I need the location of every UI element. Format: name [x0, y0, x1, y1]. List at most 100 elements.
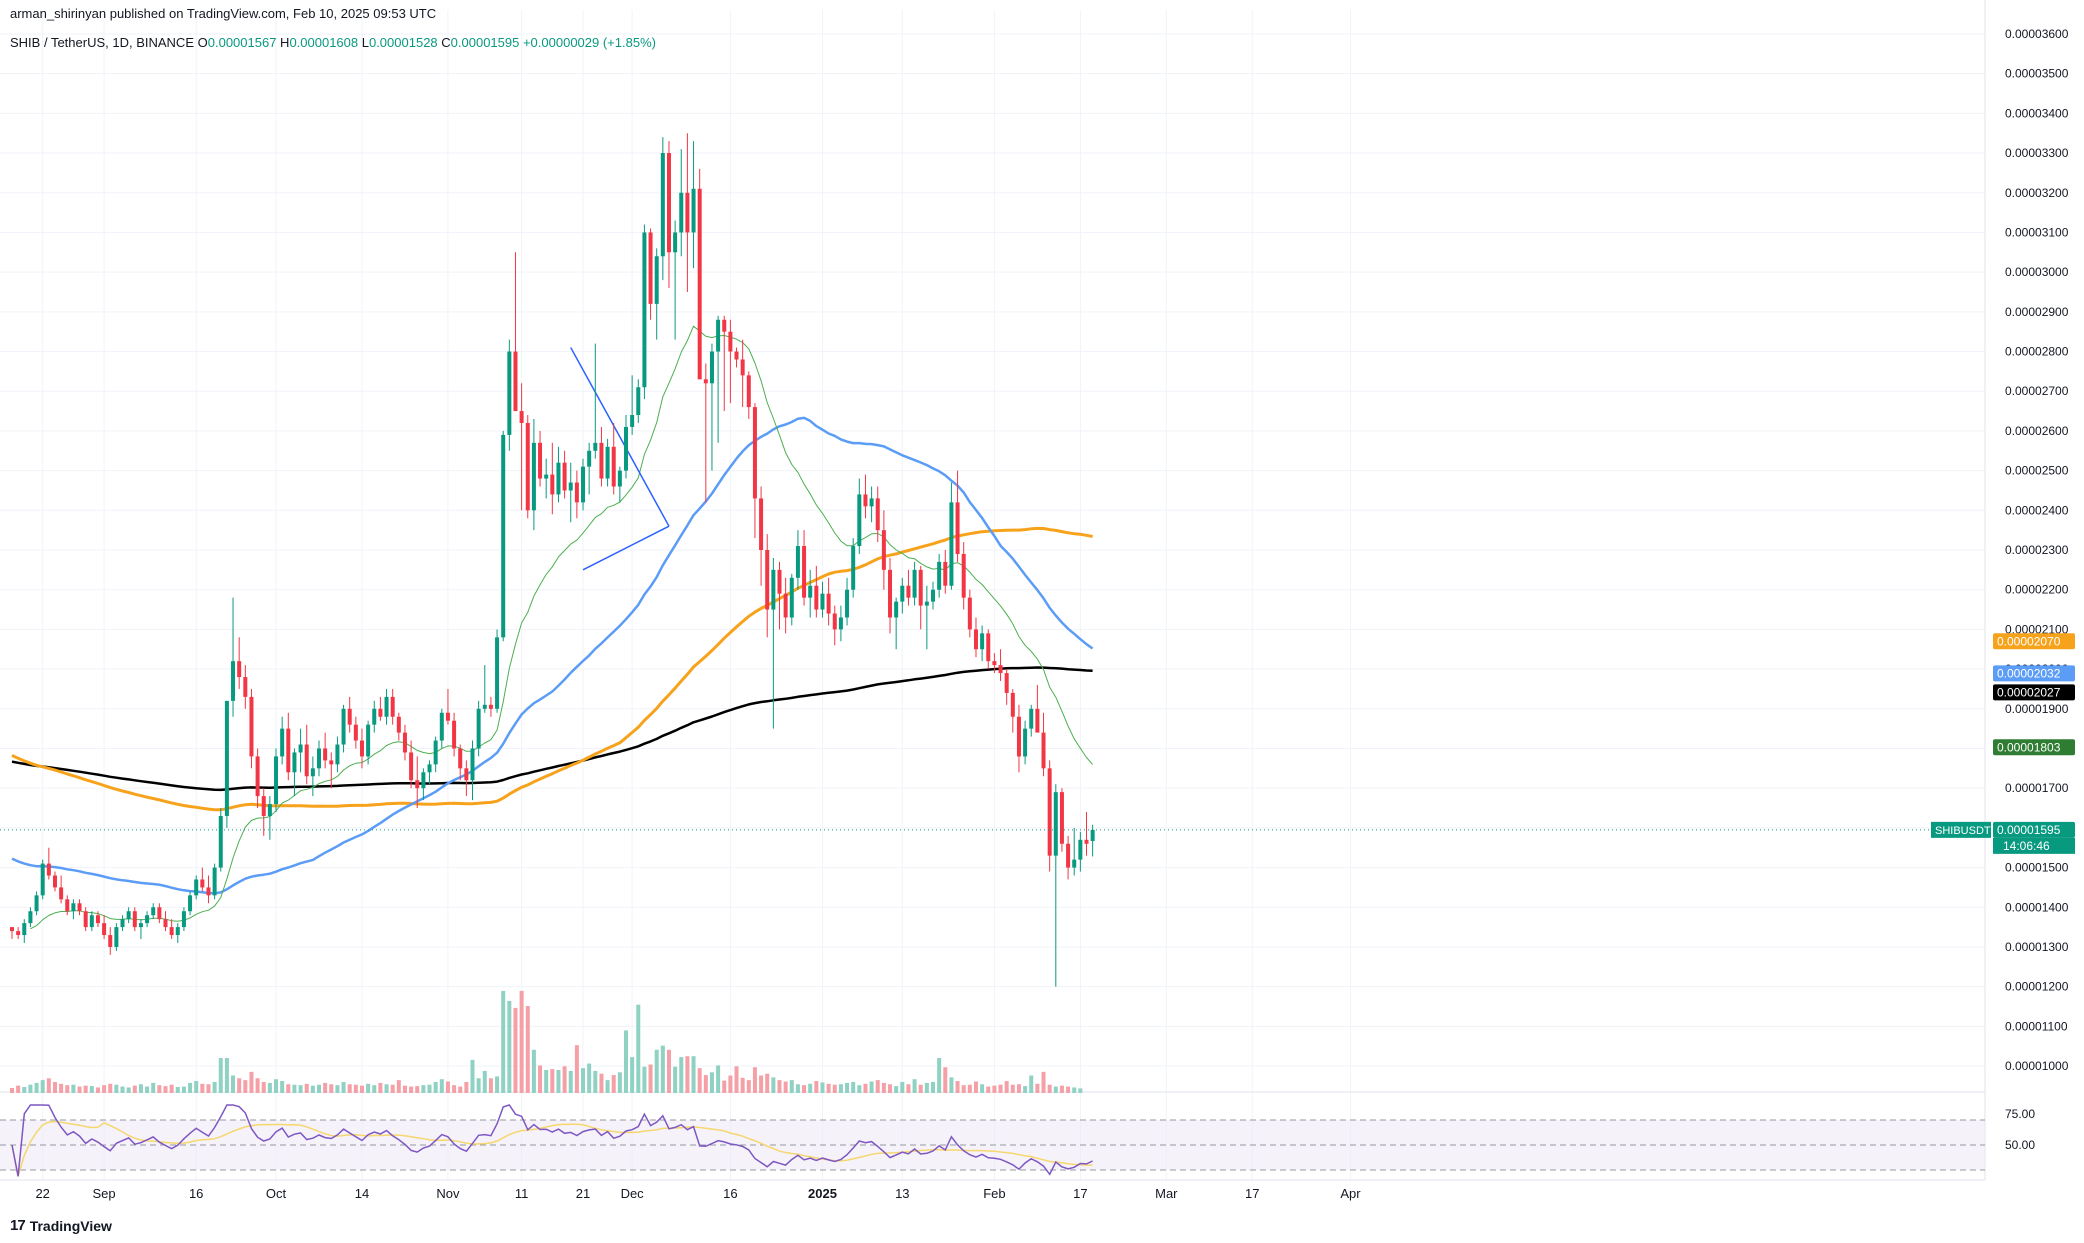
ma-100-line — [11, 526, 1093, 812]
price-tick-label: 0.00003000 — [2005, 265, 2069, 279]
volume-bar — [95, 1087, 100, 1093]
candle-body — [22, 923, 27, 936]
candle-body — [274, 756, 279, 805]
ma-value-pill-bg — [1993, 633, 2075, 650]
candle-body — [433, 740, 438, 765]
chart-grid — [0, 0, 1986, 1180]
symbol-legend[interactable]: SHIB / TetherUS, 1D, BINANCE O0.00001567… — [10, 35, 656, 50]
volume-bar — [581, 1068, 586, 1093]
candle-body — [734, 351, 739, 360]
candle-body — [845, 589, 850, 618]
candle-body — [71, 903, 76, 912]
price-tick-label: 0.00002400 — [2005, 503, 2069, 517]
candle-body — [869, 498, 874, 507]
candle-body — [986, 633, 991, 662]
volume-bar — [89, 1086, 94, 1093]
ma-20-line — [30, 325, 1093, 930]
candle-body — [1066, 843, 1071, 868]
time-tick-label: 2025 — [808, 1186, 837, 1201]
volume-bar — [888, 1084, 893, 1093]
volume-bar — [310, 1085, 315, 1093]
candle-body — [777, 569, 782, 594]
candle-body — [832, 613, 837, 630]
price-axis[interactable]: 0.00003600 0.00003500 0.00003400 0.00003300… — [2005, 27, 2069, 1073]
volume-bar — [765, 1073, 770, 1093]
volume-bar — [372, 1085, 377, 1093]
volume-bar — [802, 1085, 807, 1093]
volume-bar — [317, 1084, 321, 1093]
candle-body — [188, 895, 193, 912]
volume-bar — [660, 1045, 665, 1093]
volume-bar — [1016, 1084, 1021, 1093]
volume-bar — [519, 990, 524, 1093]
candle-body — [808, 585, 813, 598]
candle-body — [1047, 768, 1052, 856]
price-tick-label: 0.00001700 — [2005, 781, 2069, 795]
price-tick-label: 0.00002800 — [2005, 345, 2069, 359]
candle-body — [335, 744, 340, 765]
candle-body — [789, 577, 794, 618]
volume-bar — [630, 1057, 635, 1093]
volume-bar — [599, 1073, 604, 1093]
candlesticks[interactable] — [10, 133, 1095, 987]
price-tick-label: 0.00001500 — [2005, 861, 2069, 875]
price-tick-label: 0.00002600 — [2005, 424, 2069, 438]
time-tick-label: Feb — [983, 1186, 1005, 1201]
volume-bar — [396, 1080, 401, 1093]
candle-body — [636, 387, 641, 416]
candle-body — [574, 482, 579, 503]
ohlc-key-l: L — [358, 35, 369, 50]
volume-bars — [10, 990, 1083, 1093]
candle-body — [341, 708, 346, 745]
volume-bar — [900, 1081, 905, 1093]
candle-body — [476, 708, 481, 749]
candle-body — [795, 546, 800, 578]
candle-body — [138, 923, 143, 928]
candle-body — [409, 752, 414, 781]
volume-bar — [716, 1065, 721, 1093]
price-tick-label: 0.00002200 — [2005, 583, 2069, 597]
candle-body — [513, 351, 518, 412]
candle-body — [126, 911, 131, 920]
candle-body — [16, 931, 21, 936]
ma-value-pill-text: 0.00002032 — [1997, 666, 2061, 680]
candle-body — [648, 232, 653, 304]
volume-bar — [611, 1075, 616, 1093]
volume-bar — [409, 1086, 414, 1093]
tradingview-logo[interactable]: 17 TradingView — [10, 1217, 112, 1234]
rsi-tick-label: 75.00 — [2005, 1107, 2035, 1121]
candle-body — [212, 867, 217, 896]
volume-bar — [126, 1087, 131, 1093]
volume-bar — [292, 1084, 297, 1093]
volume-bar — [274, 1079, 279, 1093]
candle-body — [1010, 692, 1015, 717]
volume-bar — [1023, 1086, 1028, 1093]
volume-bar — [986, 1086, 991, 1093]
price-tick-label: 0.00001300 — [2005, 940, 2069, 954]
candle-body — [482, 704, 487, 709]
candle-body — [402, 732, 407, 753]
volume-bar — [666, 1049, 671, 1093]
candle-body — [353, 724, 358, 741]
ma-value-pill-bg — [1993, 684, 2075, 701]
candle-body — [838, 617, 843, 630]
volume-bar — [507, 1001, 512, 1093]
volume-bar — [495, 1076, 500, 1093]
volume-bar — [231, 1075, 236, 1093]
time-axis[interactable]: 22 Sep 16 Oct 14 Nov 11 21 Dec 16 2025 13 Feb 17 Mar 17… — [0, 1179, 1985, 1201]
volume-bar — [574, 1045, 579, 1093]
volume-bar — [151, 1082, 156, 1093]
volume-bar — [267, 1082, 272, 1093]
candle-body — [888, 569, 893, 618]
volume-bar — [286, 1084, 291, 1093]
candle-body — [759, 498, 764, 551]
candle-body — [961, 553, 966, 598]
candle-body — [556, 462, 561, 495]
candle-body — [1078, 839, 1083, 860]
volume-bar — [206, 1084, 211, 1093]
trendline-upper — [570, 347, 670, 527]
triangle-trendlines — [570, 347, 670, 571]
candle-body — [366, 724, 371, 757]
candle-body — [52, 875, 57, 888]
